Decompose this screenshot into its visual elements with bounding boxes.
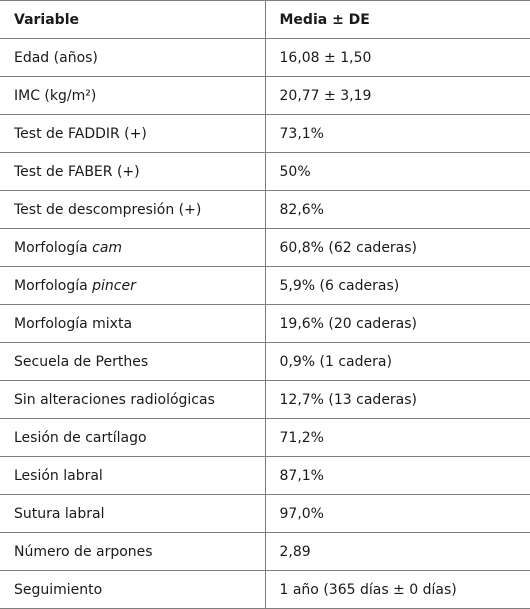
table-row: Morfología cam 60,8% (62 caderas) (0, 228, 530, 267)
cell-value: 60,8% (62 caderas) (264, 228, 530, 267)
cell-variable: Sutura labral (0, 494, 266, 533)
cell-variable: Seguimiento (0, 570, 266, 609)
cell-variable: Número de arpones (0, 532, 266, 571)
cell-variable: Morfología cam (0, 228, 266, 267)
header-variable: Variable (0, 0, 266, 39)
cell-variable-italic: pincer (92, 277, 136, 294)
cell-variable: Test de FABER (+) (0, 152, 266, 191)
table-row: Secuela de Perthes 0,9% (1 cadera) (0, 342, 530, 381)
cell-variable: Test de FADDIR (+) (0, 114, 266, 153)
cell-variable: Sin alteraciones radiológicas (0, 380, 266, 419)
cell-value: 71,2% (264, 418, 530, 457)
table-row: Sutura labral 97,0% (0, 494, 530, 533)
cell-variable: IMC (kg/m²) (0, 76, 266, 115)
cell-variable: Lesión de cartílago (0, 418, 266, 457)
cell-value: 82,6% (264, 190, 530, 229)
table-row: Número de arpones 2,89 (0, 532, 530, 571)
cell-variable: Edad (años) (0, 38, 266, 77)
cell-value: 12,7% (13 caderas) (264, 380, 530, 419)
cell-variable: Morfología mixta (0, 304, 266, 343)
cell-variable: Secuela de Perthes (0, 342, 266, 381)
cell-value: 50% (264, 152, 530, 191)
table-header-row: Variable Media ± DE (0, 0, 530, 39)
cell-value: 73,1% (264, 114, 530, 153)
cell-variable: Morfología pincer (0, 266, 266, 305)
table-row: Test de descompresión (+) 82,6% (0, 190, 530, 229)
cell-value: 20,77 ± 3,19 (264, 76, 530, 115)
table-row: Morfología mixta 19,6% (20 caderas) (0, 304, 530, 343)
table-row: Lesión de cartílago 71,2% (0, 418, 530, 457)
cell-value: 87,1% (264, 456, 530, 495)
table-row: Edad (años) 16,08 ± 1,50 (0, 38, 530, 77)
cell-value: 0,9% (1 cadera) (264, 342, 530, 381)
cell-variable-prefix: Morfología (14, 277, 93, 294)
table-row: Test de FABER (+) 50% (0, 152, 530, 191)
cell-value: 2,89 (264, 532, 530, 571)
table-row: Test de FADDIR (+) 73,1% (0, 114, 530, 153)
table-row: Sin alteraciones radiológicas 12,7% (13 … (0, 380, 530, 419)
cell-variable: Test de descompresión (+) (0, 190, 266, 229)
table-row: Morfología pincer 5,9% (6 caderas) (0, 266, 530, 305)
cell-value: 5,9% (6 caderas) (264, 266, 530, 305)
cell-value: 19,6% (20 caderas) (264, 304, 530, 343)
table-row: Seguimiento 1 año (365 días ± 0 días) (0, 570, 530, 609)
cell-value: 1 año (365 días ± 0 días) (264, 570, 530, 609)
cell-value: 16,08 ± 1,50 (264, 38, 530, 77)
cell-variable-italic: cam (92, 239, 123, 256)
table-row: Lesión labral 87,1% (0, 456, 530, 495)
cell-variable-prefix: Morfología (14, 239, 93, 256)
table-row: IMC (kg/m²) 20,77 ± 3,19 (0, 76, 530, 115)
cell-variable: Lesión labral (0, 456, 266, 495)
cell-value: 97,0% (264, 494, 530, 533)
header-mean-sd: Media ± DE (264, 0, 530, 39)
